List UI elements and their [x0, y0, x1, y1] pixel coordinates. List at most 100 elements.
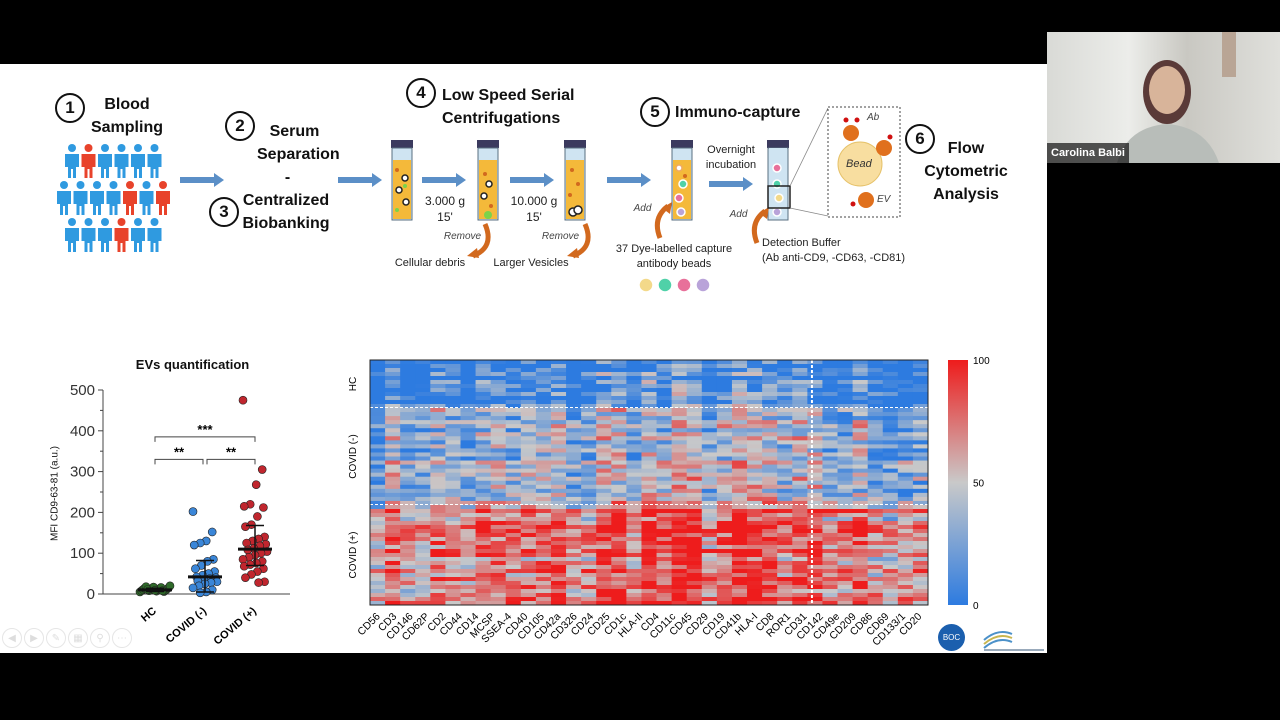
heatmap-cell: [400, 549, 416, 554]
heatmap-cell: [611, 480, 627, 486]
heatmap-cell: [656, 460, 673, 466]
heatmap-cell: [415, 392, 431, 397]
heatmap-cell: [445, 597, 461, 602]
heatmap-cell: [837, 480, 854, 486]
heatmap-cell: [882, 456, 899, 462]
heatmap-cell: [596, 372, 612, 377]
heatmap-cell: [912, 541, 929, 546]
tube-liquid: [566, 160, 584, 219]
person-head: [84, 144, 93, 152]
heatmap-cell: [641, 561, 658, 566]
heatmap-cell: [686, 601, 703, 606]
heatmap-cell: [641, 432, 658, 437]
heatmap-cell: [822, 420, 839, 425]
heatmap-cell: [505, 589, 522, 594]
slides-grid-button[interactable]: ▦: [68, 628, 88, 648]
heatmap-cell: [505, 464, 522, 470]
heatmap-cell: [475, 589, 492, 594]
heatmap-cell: [566, 364, 582, 369]
heatmap-cell: [701, 549, 718, 554]
heatmap-cell: [867, 500, 884, 506]
heatmap-cell: [762, 581, 778, 586]
heatmap-cell: [897, 561, 914, 566]
heatmap-cell: [792, 577, 808, 582]
heatmap-cell: [747, 529, 763, 534]
heatmap-cell: [777, 396, 793, 401]
heatmap-cell: [611, 456, 627, 462]
heatmap-cell: [445, 388, 461, 393]
heatmap-cell: [641, 529, 658, 534]
heatmap-cell: [686, 569, 703, 574]
heatmap-cell: [777, 360, 793, 365]
participant-video-tile[interactable]: Carolina Balbi: [1047, 32, 1280, 163]
heatmap-cell: [611, 585, 627, 590]
previous-slide-button[interactable]: ◀: [2, 628, 22, 648]
person-head: [101, 144, 109, 152]
heatmap-cell: [686, 376, 703, 381]
more-options-button[interactable]: ⋯: [112, 628, 132, 648]
heatmap-cell: [882, 424, 899, 429]
heatmap-cell: [762, 589, 778, 594]
heatmap-cell: [867, 505, 884, 510]
heatmap-cell: [852, 593, 869, 598]
heatmap-cell: [415, 412, 431, 417]
person-body: [106, 191, 121, 215]
heatmap-cell: [430, 444, 446, 449]
data-point: [251, 480, 261, 489]
heatmap-cell: [792, 585, 808, 590]
heatmap-cell: [596, 360, 612, 365]
heatmap-cell: [867, 529, 884, 534]
heatmap-cell: [490, 589, 507, 594]
next-slide-button[interactable]: ▶: [24, 628, 44, 648]
heatmap-cell: [641, 484, 658, 490]
heatmap-cell: [701, 392, 718, 397]
heatmap-cell: [475, 384, 492, 389]
heatmap-cell: [641, 517, 658, 522]
heatmap-cell: [596, 404, 612, 409]
heatmap-cell: [852, 468, 869, 474]
heatmap-cell: [912, 545, 929, 550]
heatmap-cell: [701, 448, 718, 453]
heatmap-cell: [535, 513, 552, 518]
heatmap-cell: [807, 440, 823, 445]
heatmap-cell: [445, 593, 461, 598]
heatmap-cell: [762, 509, 778, 514]
heatmap-cell: [581, 468, 597, 474]
heatmap-cell: [400, 557, 416, 562]
heatmap-cell: [430, 529, 446, 534]
heatmap-cell: [686, 541, 703, 546]
heatmap-cell: [807, 589, 823, 594]
heatmap-cell: [671, 581, 688, 586]
pen-tool-button[interactable]: ✎: [46, 628, 66, 648]
heatmap-cell: [656, 509, 673, 514]
heatmap-cell: [822, 408, 839, 413]
heatmap-cell: [415, 500, 431, 506]
heatmap-cell: [656, 384, 673, 389]
significance-bracket: [154, 436, 256, 442]
heatmap-cell: [430, 464, 446, 470]
colorbar-label: 50: [973, 479, 985, 490]
heatmap-cell: [852, 480, 869, 486]
heatmap-cell: [626, 376, 642, 381]
heatmap-cell: [912, 412, 929, 417]
heatmap-cell: [822, 513, 839, 518]
heatmap-cell: [400, 585, 416, 590]
detection-antibodies-label: (Ab anti-CD9, -CD63, -CD81): [762, 252, 906, 264]
heatmap-cell: [581, 484, 597, 490]
heatmap-cell: [747, 533, 763, 538]
heatmap-cell: [550, 496, 567, 502]
heatmap-cell: [550, 452, 567, 457]
heatmap-cell: [445, 496, 461, 502]
zoom-button[interactable]: ⚲: [90, 628, 110, 648]
heatmap-cell: [475, 404, 492, 409]
heatmap-cell: [777, 557, 793, 562]
heatmap-cell: [882, 392, 899, 397]
heatmap-cell: [822, 509, 839, 514]
heatmap-cell: [701, 372, 718, 377]
heatmap-cell: [460, 593, 477, 598]
heatmap-cell: [415, 456, 431, 462]
heatmap-cell: [550, 392, 567, 397]
heatmap-cell: [671, 492, 688, 498]
heatmap-cell: [852, 569, 869, 574]
heatmap-cell: [641, 488, 658, 494]
